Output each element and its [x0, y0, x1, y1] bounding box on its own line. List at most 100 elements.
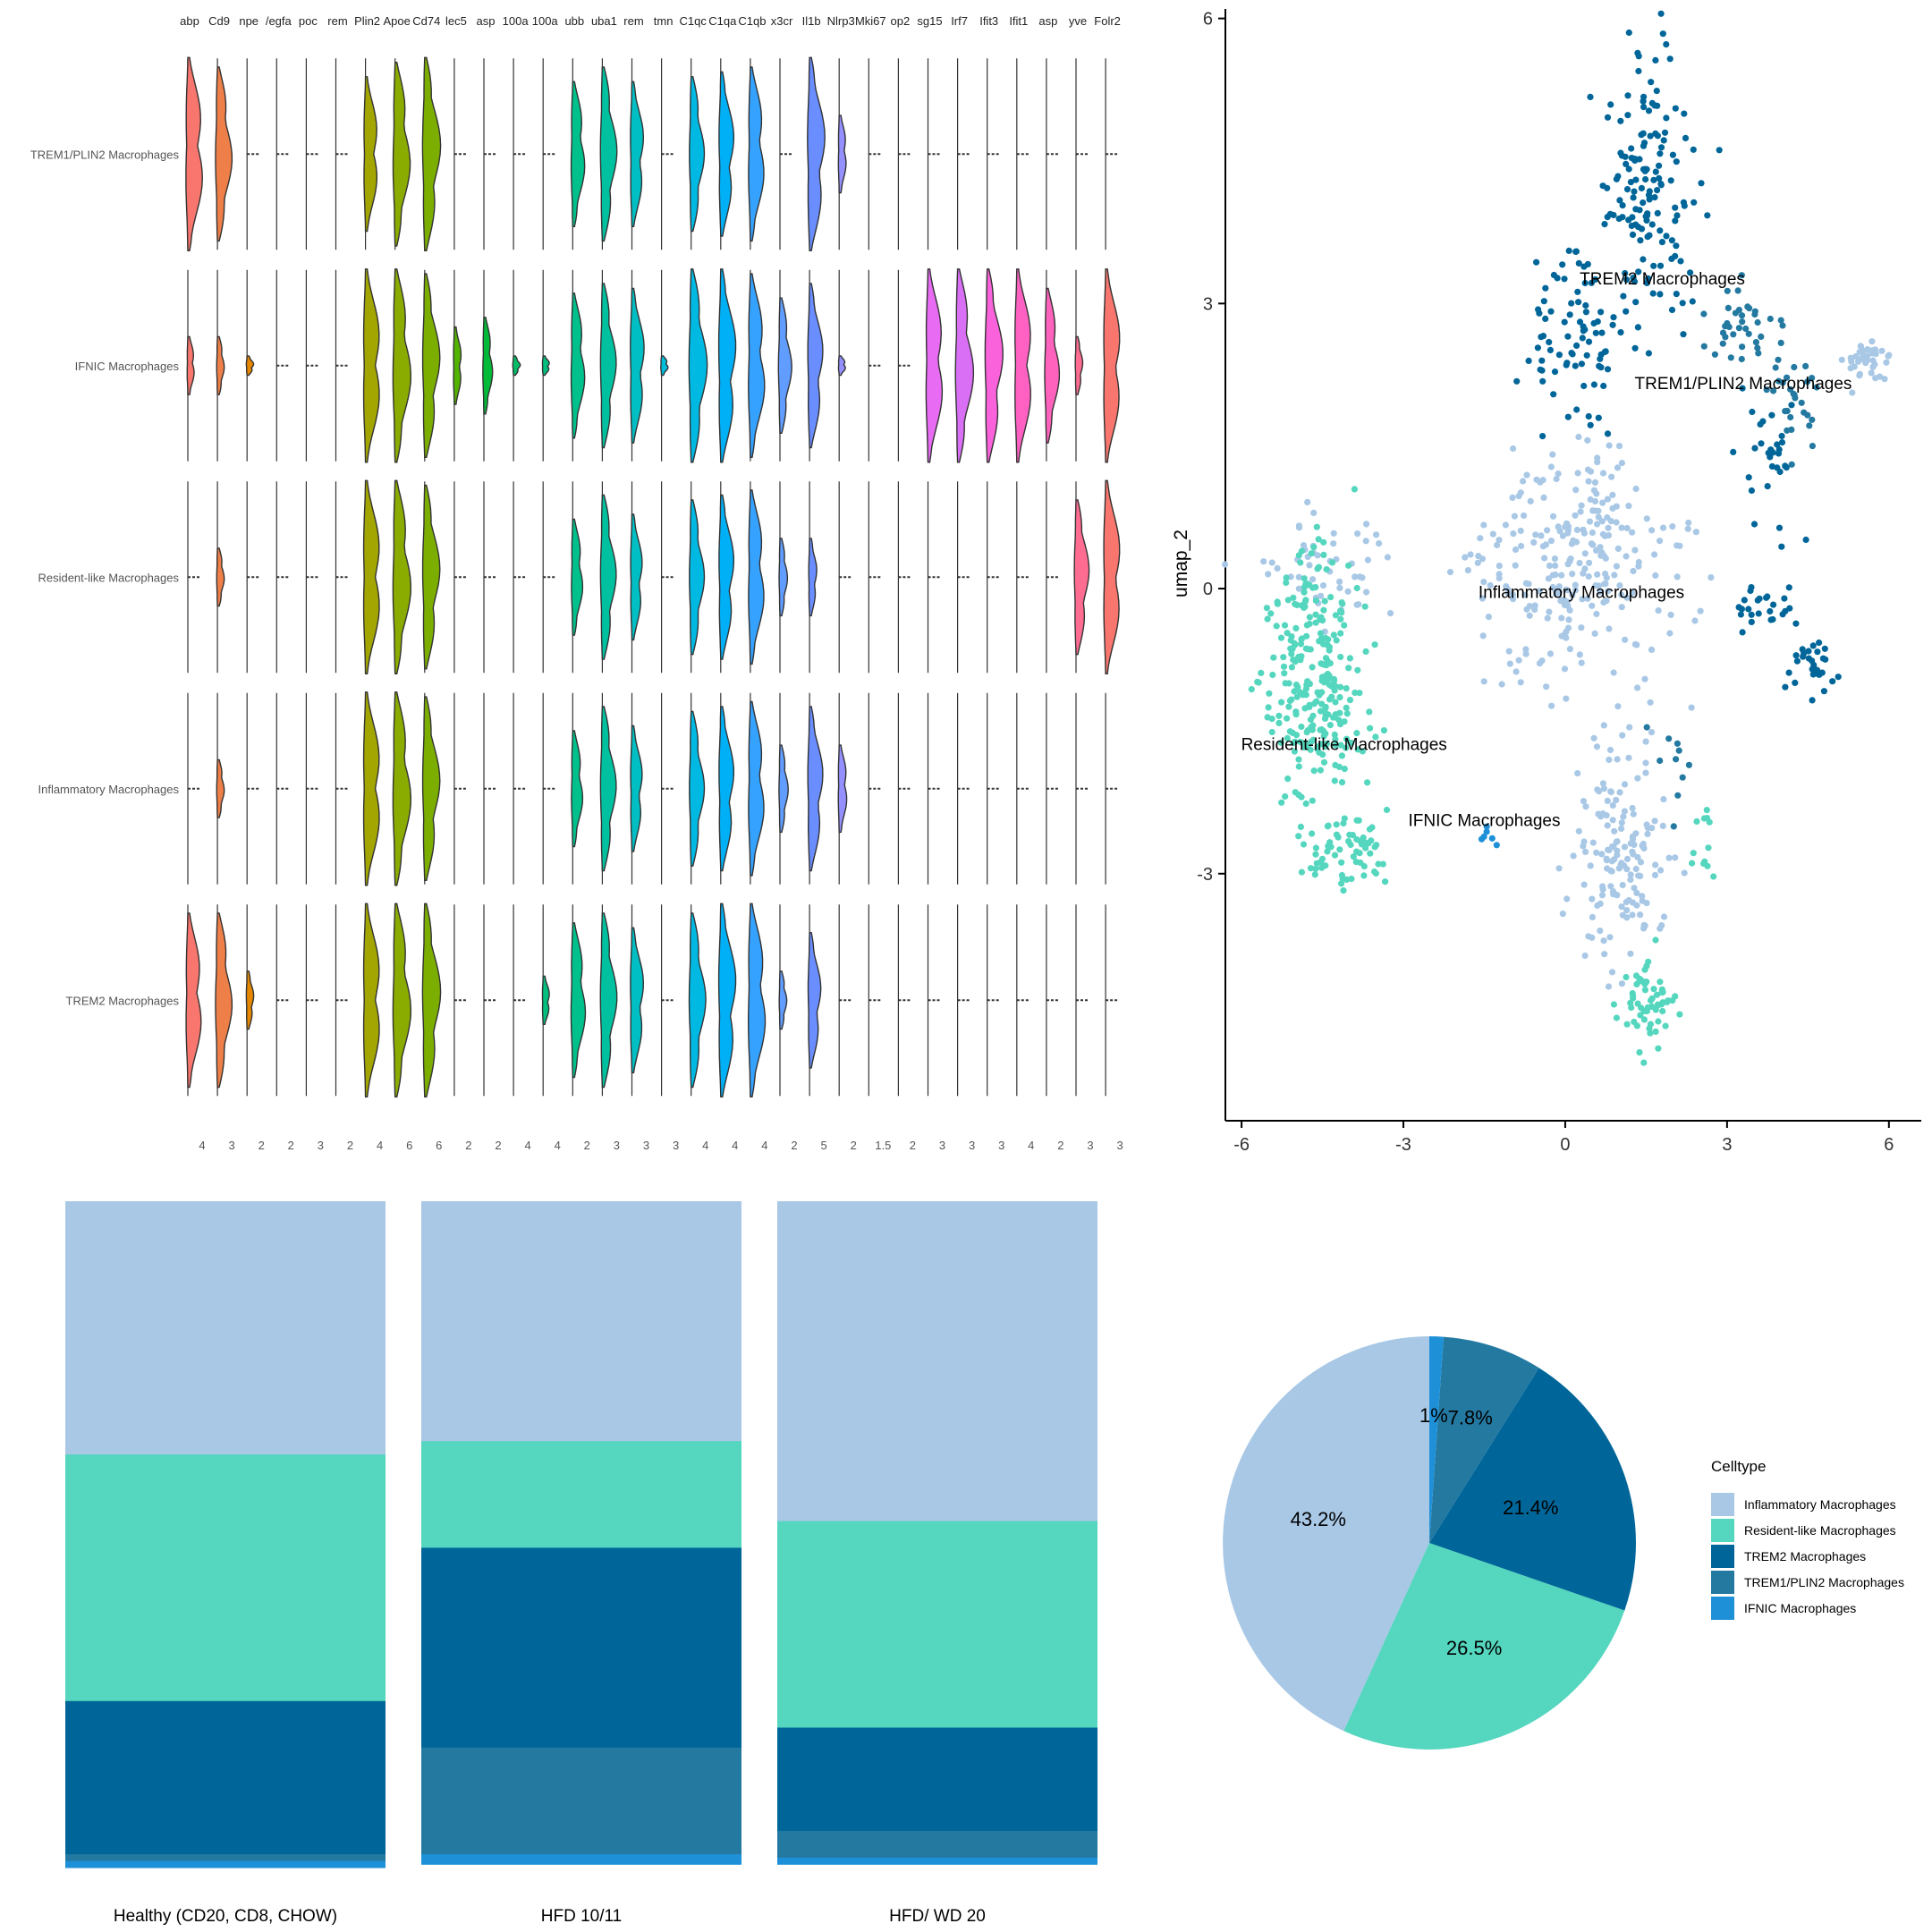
gene-max-tick: 2	[465, 1139, 471, 1152]
umap-cell-point	[1630, 810, 1637, 818]
umap-cell-point	[1446, 569, 1454, 576]
umap-cell-point	[1792, 652, 1800, 659]
umap-cell-point	[1673, 291, 1680, 298]
umap-cell-point	[1868, 338, 1876, 345]
umap-cell-point	[1785, 669, 1792, 676]
umap-cell-point	[1477, 535, 1484, 542]
violin-mark	[1044, 287, 1061, 444]
umap-cell-point	[1336, 584, 1343, 592]
umap-cell-point	[1525, 357, 1532, 364]
umap-cell-point	[1653, 88, 1660, 95]
umap-cell-point	[1546, 338, 1553, 346]
umap-cell-point	[1297, 640, 1305, 648]
umap-cell-point	[1265, 704, 1272, 711]
umap-cell-point	[1637, 872, 1644, 880]
violin-mark	[482, 317, 494, 415]
umap-cell-point	[1622, 153, 1629, 160]
pie-slice-label: 21.4%	[1503, 1496, 1558, 1519]
umap-cell-point	[1621, 808, 1628, 815]
umap-cell-point	[1336, 683, 1344, 691]
violin-mark	[392, 268, 412, 463]
umap-cell-point	[1653, 991, 1661, 998]
umap-cell-point	[1645, 350, 1652, 357]
umap-cell-point	[1669, 523, 1676, 530]
umap-cell-point	[1627, 876, 1634, 884]
umap-cell-point	[1719, 340, 1726, 347]
umap-cell-point	[1722, 323, 1729, 330]
umap-cell-point	[1295, 833, 1302, 840]
pie-slice	[1429, 1336, 1444, 1543]
pie-slice-label: 43.2%	[1291, 1508, 1346, 1530]
gene-max-tick: 2	[851, 1139, 857, 1152]
umap-cell-point	[1295, 792, 1302, 799]
umap-cell-point	[1312, 611, 1319, 618]
umap-cell-point	[1642, 769, 1649, 776]
umap-cell-point	[1539, 433, 1546, 440]
umap-cell-point	[1337, 653, 1344, 661]
umap-cell-point	[1634, 775, 1641, 782]
umap-cell-point	[1488, 835, 1496, 842]
umap-cell-point	[1563, 695, 1570, 702]
umap-cell-point	[1820, 688, 1827, 695]
gene-label: Cd9	[208, 14, 230, 28]
umap-cell-point	[1572, 248, 1580, 255]
umap-cell-point	[1724, 304, 1732, 311]
umap-cell-point	[1594, 454, 1601, 462]
x-tick-label: -6	[1233, 1135, 1250, 1155]
gene-label: lec5	[445, 14, 467, 28]
umap-cell-point	[1738, 606, 1745, 613]
cluster-label: TREM2 Macrophages	[1580, 270, 1745, 289]
umap-cell-point	[1587, 93, 1594, 100]
umap-cell-point	[1657, 538, 1664, 545]
umap-cell-point	[1619, 202, 1626, 209]
umap-cell-point	[1666, 55, 1674, 63]
umap-cell-point	[1309, 797, 1316, 804]
umap-cell-point	[1670, 823, 1677, 830]
umap-cell-point	[1346, 697, 1354, 704]
gene-max-tick: 4	[199, 1139, 205, 1152]
gene-label: tmn	[654, 14, 674, 28]
umap-cell-point	[1754, 318, 1761, 326]
umap-cell-point	[1610, 314, 1617, 321]
umap-cell-point	[1343, 710, 1351, 717]
umap-cell-point	[1536, 588, 1543, 595]
umap-cell-point	[1640, 104, 1648, 111]
umap-cell-point	[1504, 589, 1512, 597]
umap-cell-point	[1534, 344, 1541, 352]
umap-cell-point	[1604, 496, 1611, 503]
umap-cell-point	[1597, 900, 1604, 908]
umap-cell-point	[1587, 421, 1594, 428]
violin-mark	[807, 931, 822, 1069]
umap-cell-point	[1770, 601, 1777, 608]
umap-cell-point	[1289, 645, 1296, 653]
umap-cell-point	[1588, 540, 1595, 547]
umap-cell-point	[1613, 175, 1620, 182]
umap-cell-point	[1546, 608, 1553, 615]
umap-cell-point	[1613, 563, 1620, 570]
violin-mark	[837, 355, 846, 377]
gene-max-tick: 3	[318, 1139, 324, 1152]
umap-cell-point	[1621, 843, 1628, 851]
umap-cell-point	[1352, 689, 1359, 697]
umap-cell-point	[1610, 843, 1617, 851]
umap-cell-point	[1629, 214, 1636, 221]
umap-cell-point	[1345, 665, 1352, 672]
umap-cell-point	[1640, 130, 1647, 137]
umap-cell-point	[1638, 225, 1646, 233]
violin-mark	[837, 114, 847, 194]
umap-cell-point	[1791, 363, 1798, 371]
umap-cell-point	[1784, 374, 1791, 381]
violin-mark	[808, 538, 818, 617]
umap-cell-point	[1608, 969, 1616, 976]
umap-cell-point	[1383, 806, 1391, 814]
umap-cell-point	[1596, 788, 1603, 795]
gene-label: ubb	[564, 14, 584, 28]
stacked-bar-panel: Healthy (CD20, CD8, CHOW) HFD 10/11 HFD/ W…	[65, 1201, 1097, 1926]
umap-cell-point	[1581, 279, 1589, 287]
umap-cell-point	[1371, 868, 1378, 876]
umap-cell-point	[1667, 611, 1674, 619]
umap-cell-point	[1298, 636, 1305, 643]
umap-cell-point	[1619, 881, 1626, 889]
umap-cell-point	[1310, 509, 1318, 517]
